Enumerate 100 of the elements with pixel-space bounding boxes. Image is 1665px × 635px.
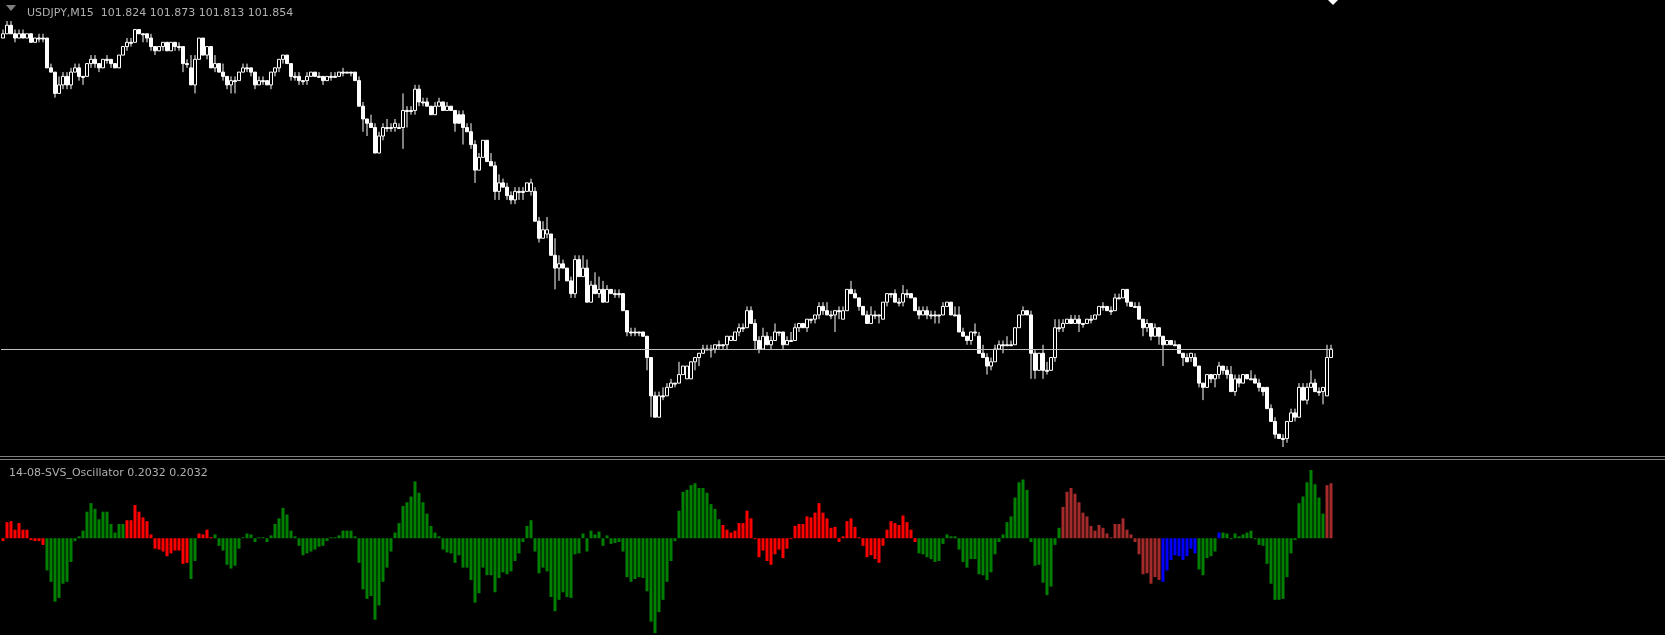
candlestick — [417, 84, 421, 107]
candlestick — [833, 310, 837, 333]
candlestick — [837, 305, 841, 320]
bar — [233, 538, 237, 566]
bar — [1325, 485, 1329, 539]
candlestick — [57, 75, 61, 94]
bar — [165, 538, 169, 557]
bar — [25, 529, 29, 539]
bar — [441, 538, 445, 550]
bar — [653, 538, 657, 633]
bar — [693, 483, 697, 539]
bar — [681, 491, 685, 539]
candlestick — [333, 71, 337, 78]
bar — [837, 538, 841, 543]
candlestick — [745, 305, 749, 329]
bar — [581, 533, 585, 539]
bar — [121, 524, 125, 539]
bar — [1329, 483, 1333, 539]
bar — [245, 533, 249, 539]
bar — [453, 538, 457, 563]
candlestick — [389, 122, 393, 133]
candlestick — [341, 67, 345, 77]
candlestick — [125, 37, 129, 52]
candlestick — [637, 331, 641, 337]
candlestick — [1229, 365, 1233, 393]
bar — [1161, 538, 1165, 582]
bar — [625, 538, 629, 578]
candlestick — [1061, 318, 1065, 333]
bar — [1045, 538, 1049, 596]
bar — [937, 538, 941, 561]
bar — [17, 523, 21, 539]
bar — [145, 521, 149, 539]
bar — [1201, 538, 1205, 576]
bar — [613, 538, 617, 543]
candlestick — [657, 391, 661, 418]
candlestick — [929, 310, 933, 320]
candlestick — [181, 46, 185, 73]
bar — [1233, 533, 1237, 539]
bar — [473, 538, 477, 603]
bar — [1149, 538, 1153, 584]
candlestick — [1237, 374, 1241, 388]
bar — [509, 538, 513, 572]
candlestick — [633, 327, 637, 337]
candlestick — [1257, 378, 1261, 393]
bar — [305, 538, 309, 554]
bar — [921, 538, 925, 555]
candlestick — [1249, 369, 1253, 381]
bar — [9, 521, 13, 539]
bar — [1, 538, 5, 542]
candlestick — [413, 84, 417, 116]
candlestick — [1077, 314, 1081, 333]
bar — [809, 517, 813, 539]
bar — [769, 538, 773, 565]
candlestick — [517, 186, 521, 201]
candlestick — [901, 284, 905, 307]
bar — [1209, 538, 1213, 557]
bar — [125, 520, 129, 539]
candlestick — [597, 276, 601, 299]
bar — [877, 538, 881, 563]
candlestick — [329, 71, 333, 82]
candlestick — [453, 109, 457, 133]
bar — [1017, 482, 1021, 539]
bar — [181, 538, 185, 564]
candlestick — [541, 220, 545, 239]
bar — [1249, 530, 1253, 539]
bar — [865, 538, 869, 558]
bar — [889, 521, 893, 539]
candlestick — [809, 318, 813, 324]
bar — [345, 530, 349, 539]
candlestick — [873, 310, 877, 320]
candlestick — [1005, 335, 1009, 347]
bar — [609, 538, 613, 544]
bar — [701, 488, 705, 539]
candlestick — [825, 301, 829, 316]
chart-title: 14-08-SVS_Oscillator 0.2032 0.2032 — [9, 466, 208, 479]
bar — [577, 538, 581, 554]
candlestick — [977, 331, 981, 354]
bar — [721, 524, 725, 539]
bar — [493, 538, 497, 593]
bar — [929, 538, 933, 560]
bar — [833, 526, 837, 539]
candlestick — [245, 63, 249, 73]
bar — [1065, 491, 1069, 539]
bar — [849, 518, 853, 539]
bar — [133, 505, 137, 539]
bar — [309, 538, 313, 552]
bar — [805, 516, 809, 539]
candlestick — [317, 71, 321, 78]
candlestick — [393, 118, 397, 133]
candlestick — [305, 71, 309, 86]
bar — [1121, 518, 1125, 539]
bar — [225, 538, 229, 565]
bar — [685, 489, 689, 539]
candlestick — [677, 361, 681, 384]
bar — [925, 538, 929, 558]
bar — [1309, 470, 1313, 539]
bar — [529, 520, 533, 539]
candlestick — [229, 75, 233, 94]
candlestick — [385, 118, 389, 133]
bar — [689, 485, 693, 539]
